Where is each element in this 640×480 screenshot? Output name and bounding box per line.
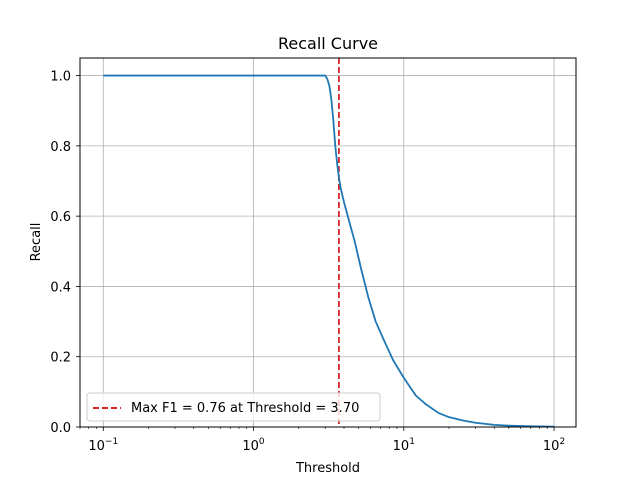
grid [80, 58, 576, 428]
y-tick-label: 0.0 [50, 421, 71, 436]
y-tick-label: 1.0 [50, 70, 71, 85]
ticks-layer: 10−1 100 101 102 0.0 0.2 0.4 0.6 0.8 1.0 [50, 70, 565, 454]
y-axis-label: Recall [29, 223, 44, 262]
legend: Max F1 = 0.76 at Threshold = 3.70 [86, 392, 381, 422]
x-tick-label: 100 [242, 437, 265, 454]
chart-title: Recall Curve [278, 34, 378, 53]
series-layer [103, 74, 555, 428]
x-tick-label: 102 [543, 437, 565, 454]
y-tick-label: 0.8 [50, 140, 71, 155]
recall-curve-line [103, 74, 555, 428]
x-tick-label: 10−1 [88, 437, 118, 454]
x-tick-label: 101 [393, 437, 415, 454]
x-axis-label: Threshold [295, 461, 360, 476]
legend-label-threshold: Max F1 = 0.76 at Threshold = 3.70 [131, 401, 359, 416]
y-tick-label: 0.2 [50, 351, 71, 366]
y-tick-label: 0.4 [50, 280, 71, 295]
y-tick-label: 0.6 [50, 210, 71, 225]
axes-frame [79, 57, 577, 428]
legend-box [86, 392, 381, 422]
